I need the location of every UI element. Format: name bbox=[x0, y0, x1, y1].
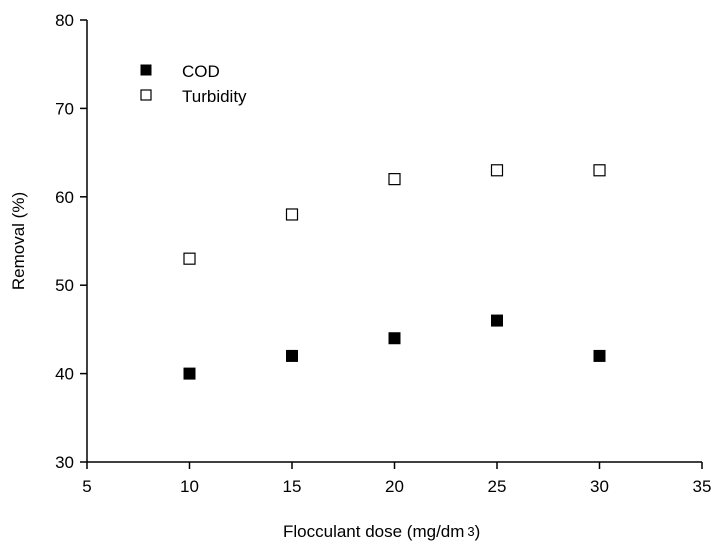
y-tick-label-70: 70 bbox=[55, 99, 74, 118]
series-layer bbox=[183, 164, 606, 380]
point-cod-4 bbox=[593, 349, 606, 362]
x-axis-title: Flocculant dose (mg/dm 3) bbox=[283, 522, 480, 541]
y-tick-label-60: 60 bbox=[55, 188, 74, 207]
y-axis-title: Removal (%) bbox=[9, 192, 28, 290]
x-axis-title-suffix: ) bbox=[475, 522, 481, 541]
x-tick-label-35: 35 bbox=[693, 477, 712, 496]
x-tick-label-10: 10 bbox=[180, 477, 199, 496]
x-tick-label-15: 15 bbox=[283, 477, 302, 496]
y-tick-label-30: 30 bbox=[55, 453, 74, 472]
y-ticks: 30 40 50 60 70 80 bbox=[55, 11, 87, 472]
x-tick-label-30: 30 bbox=[590, 477, 609, 496]
legend-marker-turbidity bbox=[140, 89, 152, 101]
point-cod-3 bbox=[491, 314, 503, 327]
point-cod-1 bbox=[286, 349, 298, 362]
point-cod-2 bbox=[388, 332, 401, 345]
axes bbox=[86, 20, 702, 463]
x-axis-title-superscript: 3 bbox=[467, 524, 474, 539]
y-tick-label-50: 50 bbox=[55, 276, 74, 295]
y-tick-label-80: 80 bbox=[55, 11, 74, 30]
y-tick-label-40: 40 bbox=[55, 365, 74, 384]
x-tick-label-5: 5 bbox=[82, 477, 91, 496]
x-ticks: 5 10 15 20 25 30 35 bbox=[82, 462, 711, 496]
legend-marker-cod bbox=[140, 64, 152, 76]
point-turbidity-2 bbox=[388, 173, 401, 186]
x-tick-label-25: 25 bbox=[488, 477, 507, 496]
point-cod-0 bbox=[183, 367, 196, 380]
point-turbidity-4 bbox=[593, 164, 606, 177]
point-turbidity-1 bbox=[285, 208, 299, 221]
x-axis-title-main: Flocculant dose (mg/dm bbox=[283, 522, 464, 541]
legend: COD Turbidity bbox=[140, 62, 247, 106]
x-tick-label-20: 20 bbox=[385, 477, 404, 496]
legend-label-cod: COD bbox=[182, 62, 220, 81]
point-turbidity-0 bbox=[183, 252, 196, 265]
point-turbidity-3 bbox=[490, 164, 504, 177]
legend-label-turbidity: Turbidity bbox=[182, 87, 247, 106]
